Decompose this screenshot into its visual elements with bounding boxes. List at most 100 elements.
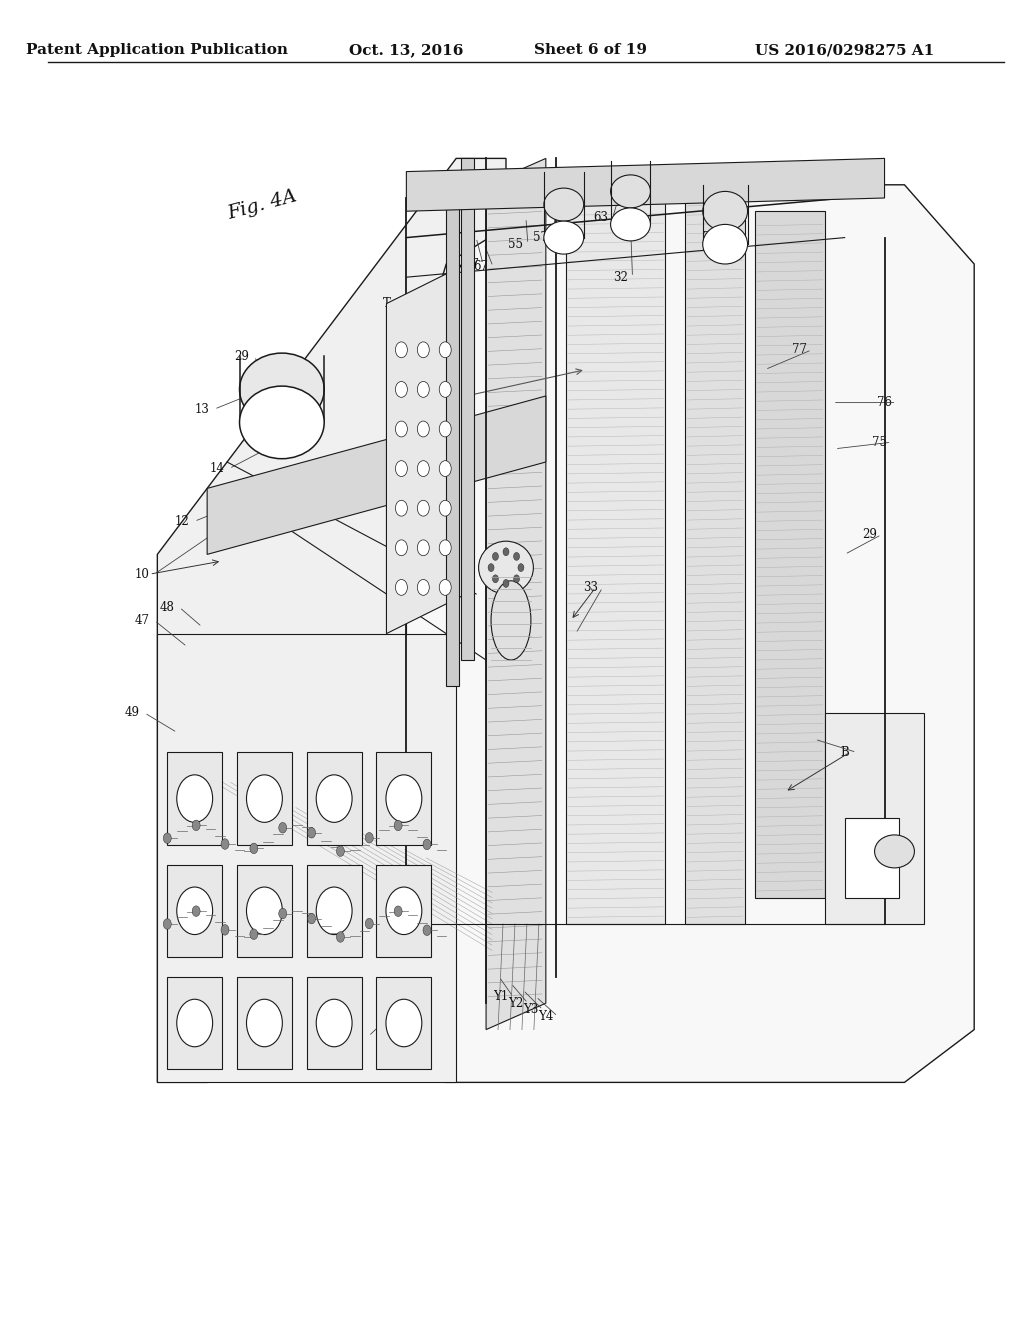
Circle shape bbox=[439, 540, 452, 556]
Circle shape bbox=[163, 919, 171, 929]
Bar bbox=[237, 865, 292, 957]
Circle shape bbox=[439, 579, 452, 595]
Circle shape bbox=[395, 421, 408, 437]
Text: 57: 57 bbox=[534, 231, 549, 244]
Circle shape bbox=[394, 906, 402, 916]
Circle shape bbox=[514, 574, 519, 582]
Circle shape bbox=[395, 579, 408, 595]
Text: 37: 37 bbox=[464, 257, 478, 271]
Text: 78: 78 bbox=[702, 231, 718, 244]
Circle shape bbox=[247, 999, 283, 1047]
Ellipse shape bbox=[544, 189, 584, 222]
Text: 67: 67 bbox=[473, 260, 488, 273]
Text: 49: 49 bbox=[125, 706, 140, 719]
Text: Sheet 6 of 19: Sheet 6 of 19 bbox=[535, 44, 647, 57]
Circle shape bbox=[316, 775, 352, 822]
Circle shape bbox=[177, 887, 213, 935]
Circle shape bbox=[395, 381, 408, 397]
Text: 47: 47 bbox=[135, 614, 150, 627]
Circle shape bbox=[423, 840, 431, 850]
Circle shape bbox=[386, 999, 422, 1047]
Text: 63: 63 bbox=[593, 211, 608, 224]
Ellipse shape bbox=[240, 385, 325, 458]
Circle shape bbox=[163, 833, 171, 843]
Text: US 2016/0298275 A1: US 2016/0298275 A1 bbox=[755, 44, 934, 57]
Circle shape bbox=[423, 925, 431, 936]
Polygon shape bbox=[566, 185, 666, 924]
Ellipse shape bbox=[610, 209, 650, 242]
Text: T: T bbox=[383, 297, 390, 310]
Text: 76: 76 bbox=[877, 396, 892, 409]
Circle shape bbox=[503, 579, 509, 587]
Polygon shape bbox=[685, 185, 745, 924]
Text: 12: 12 bbox=[175, 515, 189, 528]
Polygon shape bbox=[207, 396, 546, 554]
Circle shape bbox=[247, 775, 283, 822]
Circle shape bbox=[439, 461, 452, 477]
Circle shape bbox=[337, 846, 344, 857]
Circle shape bbox=[418, 342, 429, 358]
Circle shape bbox=[418, 461, 429, 477]
Text: Y1: Y1 bbox=[494, 990, 509, 1003]
Ellipse shape bbox=[610, 176, 650, 209]
Bar bbox=[307, 752, 361, 845]
Bar bbox=[167, 752, 222, 845]
Circle shape bbox=[366, 919, 374, 929]
Text: 75: 75 bbox=[872, 436, 887, 449]
Polygon shape bbox=[824, 713, 925, 924]
Circle shape bbox=[514, 553, 519, 561]
Circle shape bbox=[493, 553, 499, 561]
Circle shape bbox=[418, 540, 429, 556]
Text: 27: 27 bbox=[349, 1030, 364, 1043]
Text: Patent Application Publication: Patent Application Publication bbox=[27, 44, 289, 57]
Bar bbox=[307, 865, 361, 957]
Circle shape bbox=[418, 500, 429, 516]
Circle shape bbox=[193, 820, 200, 830]
Circle shape bbox=[316, 999, 352, 1047]
Polygon shape bbox=[461, 158, 474, 660]
Text: Oct. 13, 2016: Oct. 13, 2016 bbox=[349, 44, 464, 57]
Ellipse shape bbox=[874, 836, 914, 869]
Circle shape bbox=[439, 381, 452, 397]
Circle shape bbox=[366, 833, 374, 843]
Text: Y3: Y3 bbox=[523, 1003, 539, 1016]
Bar bbox=[845, 818, 899, 898]
Circle shape bbox=[279, 908, 287, 919]
Circle shape bbox=[221, 838, 229, 849]
Circle shape bbox=[395, 540, 408, 556]
Circle shape bbox=[247, 887, 283, 935]
Polygon shape bbox=[486, 158, 546, 1030]
Text: Fig. 4A: Fig. 4A bbox=[225, 186, 299, 223]
Text: 10: 10 bbox=[135, 568, 150, 581]
Circle shape bbox=[386, 775, 422, 822]
Bar bbox=[237, 752, 292, 845]
Circle shape bbox=[221, 924, 229, 935]
Ellipse shape bbox=[478, 541, 534, 594]
Text: 77: 77 bbox=[793, 343, 807, 356]
Circle shape bbox=[177, 775, 213, 822]
Circle shape bbox=[493, 574, 499, 582]
Polygon shape bbox=[158, 158, 506, 1082]
Circle shape bbox=[394, 820, 402, 830]
Bar bbox=[377, 752, 431, 845]
Bar bbox=[377, 977, 431, 1069]
Circle shape bbox=[177, 999, 213, 1047]
Circle shape bbox=[418, 579, 429, 595]
Text: 33: 33 bbox=[583, 581, 598, 594]
Text: 35: 35 bbox=[443, 271, 459, 284]
Ellipse shape bbox=[492, 581, 530, 660]
Text: 48: 48 bbox=[160, 601, 175, 614]
Polygon shape bbox=[755, 211, 824, 898]
Circle shape bbox=[439, 342, 452, 358]
Circle shape bbox=[439, 500, 452, 516]
Text: Y4: Y4 bbox=[539, 1010, 554, 1023]
Circle shape bbox=[418, 381, 429, 397]
Ellipse shape bbox=[240, 354, 325, 425]
Circle shape bbox=[518, 564, 524, 572]
Circle shape bbox=[279, 822, 287, 833]
Circle shape bbox=[395, 461, 408, 477]
Polygon shape bbox=[407, 185, 974, 1082]
Ellipse shape bbox=[702, 224, 748, 264]
Text: 55: 55 bbox=[509, 238, 523, 251]
Circle shape bbox=[395, 500, 408, 516]
